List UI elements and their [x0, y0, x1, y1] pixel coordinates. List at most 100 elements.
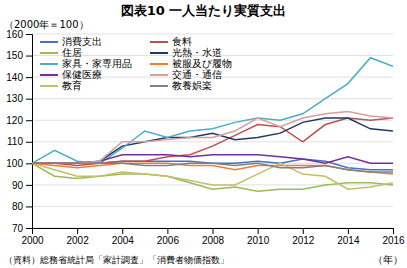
legend-swatch	[40, 85, 58, 87]
tick: 120	[6, 115, 32, 126]
tick-label: 80	[12, 201, 24, 212]
legend-item: 住居	[40, 47, 82, 58]
legend-label: 教育	[62, 80, 82, 91]
tick-label: 70	[12, 223, 24, 234]
tick-label: 2012	[292, 235, 315, 246]
tick-label: 2014	[337, 235, 360, 246]
tick-mark	[303, 228, 304, 234]
legend-item: 光熱・水道	[150, 47, 222, 58]
legend-swatch	[40, 63, 58, 65]
tick-mark	[26, 77, 32, 78]
tick: 2014	[337, 228, 360, 246]
tick: 2016	[382, 228, 405, 246]
axis-line	[26, 35, 33, 229]
tick: 2004	[112, 228, 135, 246]
x-axis: 2000 2002 2004 2006 2008 2010 2012 2014 2016	[21, 228, 405, 246]
tick-label: 120	[6, 115, 23, 126]
tick-label: 2006	[157, 235, 180, 246]
tick-mark	[26, 163, 32, 164]
legend-label: 光熱・水道	[172, 47, 222, 58]
grid-line	[32, 206, 393, 207]
tick: 80	[12, 201, 32, 212]
tick: 2012	[292, 228, 315, 246]
legend-item: 食料	[150, 36, 192, 47]
tick-label: 2002	[67, 235, 90, 246]
legend-swatch	[40, 41, 58, 43]
x-axis-label: （年）	[373, 254, 403, 265]
tick-mark	[26, 142, 32, 143]
legend-swatch	[150, 63, 168, 65]
series-line	[32, 163, 393, 189]
tick: 2008	[202, 228, 225, 246]
grid	[32, 34, 393, 228]
legend-item: 被服及び履物	[150, 58, 232, 69]
legend-item: 教養娯楽	[150, 80, 212, 91]
tick: 70	[12, 223, 32, 234]
legend-swatch	[40, 52, 58, 54]
grid-line	[32, 34, 393, 35]
tick-mark	[26, 99, 32, 100]
legend: 消費支出 食料住居 光熱・水道家具・家専用品 被服及び履物保健医療 交通・通信教育 教養娯…	[40, 36, 232, 91]
legend-swatch	[40, 74, 58, 76]
grid-line	[32, 98, 393, 99]
tick-mark	[77, 228, 78, 234]
tick-mark	[213, 228, 214, 234]
series-line	[32, 118, 393, 165]
legend-label: 家具・家専用品	[62, 58, 132, 69]
legend-swatch	[150, 85, 168, 87]
tick-label: 130	[6, 93, 23, 104]
tick-mark	[26, 228, 32, 229]
title: 図表10 一人当たり実質支出	[121, 3, 287, 18]
tick: 100	[6, 158, 32, 169]
tick-mark	[26, 34, 32, 35]
legend-label: 教養娯楽	[172, 80, 212, 91]
legend-item: 保健医療	[40, 69, 102, 80]
legend-swatch	[150, 41, 168, 43]
legend-swatch	[150, 74, 168, 76]
tick-mark	[26, 56, 32, 57]
series-line	[32, 163, 393, 174]
tick: 140	[6, 72, 32, 83]
tick: 2006	[157, 228, 180, 246]
tick-mark	[26, 185, 32, 186]
legend-label: 消費支出	[62, 36, 102, 47]
legend-item: 交通・通信	[150, 69, 222, 80]
tick-label: 150	[6, 50, 23, 61]
annotation: （資料）総務省統計局「家計調査」「消費者物価指数」	[4, 255, 229, 265]
series-line	[32, 163, 393, 191]
legend-label: 交通・通信	[172, 69, 222, 80]
grid-line	[32, 141, 393, 142]
tick-label: 140	[6, 72, 23, 83]
chart: 2000 2002 2004 2006 2008 2010 2012 2014 2016 70 80…	[0, 0, 407, 268]
tick-label: 2008	[202, 235, 225, 246]
series-line	[32, 163, 393, 172]
legend-label: 住居	[62, 47, 82, 58]
plot: 2000 2002 2004 2006 2008 2010 2012 2014 2016 70 80…	[6, 29, 405, 246]
legend-item: 消費支出	[40, 36, 102, 47]
legend-label: 保健医療	[62, 69, 102, 80]
legend-item: 教育	[40, 80, 82, 91]
tick-label: 160	[6, 29, 23, 40]
tick-label: 2004	[112, 235, 135, 246]
legend-label: 被服及び履物	[172, 58, 232, 69]
tick-label: 110	[7, 136, 23, 147]
tick: 130	[6, 93, 32, 104]
tick: 2002	[67, 228, 90, 246]
tick: 160	[6, 29, 32, 40]
tick-label: 90	[12, 180, 24, 191]
axis-line	[33, 229, 394, 235]
legend-swatch	[150, 52, 168, 54]
legend-item: 家具・家専用品	[40, 58, 132, 69]
tick-mark	[26, 206, 32, 207]
tick-mark	[258, 228, 259, 234]
tick-mark	[122, 228, 123, 234]
tick-label: 2010	[247, 235, 270, 246]
tick: 2010	[247, 228, 270, 246]
tick-label: 2000	[21, 235, 44, 246]
tick: 110	[7, 136, 32, 147]
series-line	[32, 118, 393, 163]
tick-mark	[26, 120, 32, 121]
tick: 90	[12, 180, 32, 191]
y-axis: 70 80 90 100 110 120 130 140 150 160	[6, 29, 32, 234]
tick: 150	[6, 50, 32, 61]
